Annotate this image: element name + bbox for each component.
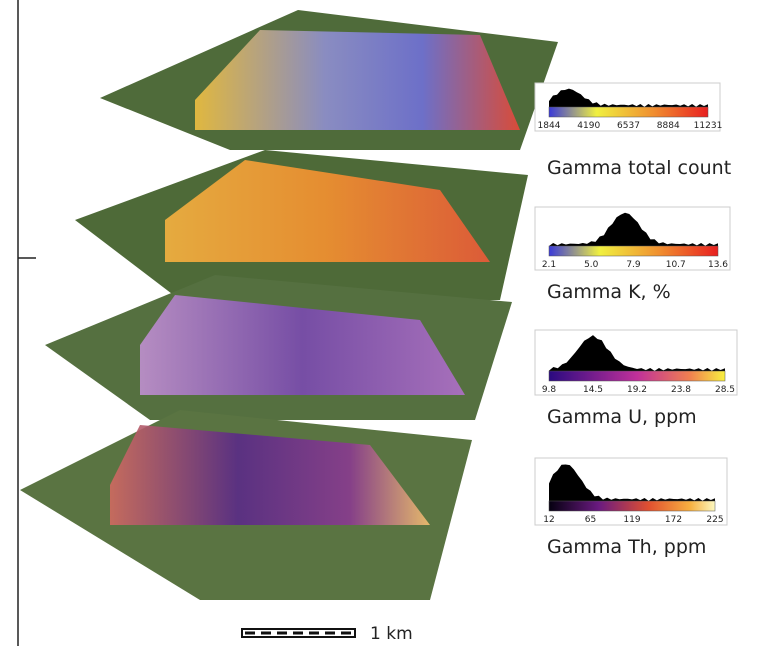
colorbar-tick-label: 65: [585, 515, 596, 525]
scale-label: 1 km: [370, 624, 413, 644]
colorbar-tick-label: 19.2: [627, 385, 647, 395]
colorbar-tick-label: 2.1: [542, 260, 556, 270]
legend-title: Gamma Th, ppm: [547, 536, 706, 558]
legend-title: Gamma U, ppm: [547, 406, 697, 428]
colorbar: [549, 107, 708, 117]
map-layers: [20, 10, 558, 600]
colorbar-tick-label: 172: [665, 515, 682, 525]
colorbar-tick-label: 5.0: [584, 260, 599, 270]
colorbar-tick-label: 10.7: [666, 260, 686, 270]
legend-title: Gamma K, %: [547, 281, 671, 303]
colorbar-tick-label: 28.5: [715, 385, 735, 395]
colorbar-tick-label: 9.8: [542, 385, 557, 395]
colorbar-tick-label: 119: [623, 515, 640, 525]
colorbar-tick-label: 13.6: [708, 260, 728, 270]
colorbar-tick-label: 1844: [538, 121, 561, 131]
colorbar-tick-label: 11231: [694, 121, 723, 131]
legend: 1844 4190 6537 8884 11231 Gamma total count: [535, 83, 731, 179]
colorbar: [549, 371, 725, 381]
figure: 1 km 1844 4190 6537 8884 11231 Gamma total co…: [0, 0, 760, 646]
colorbar-tick-label: 6537: [617, 121, 640, 131]
colorbar-tick-label: 7.9: [626, 260, 641, 270]
colorbar: [549, 501, 715, 511]
colorbar-tick-label: 12: [543, 515, 554, 525]
colorbar-tick-label: 225: [706, 515, 723, 525]
legend-title: Gamma total count: [547, 157, 731, 179]
legend: 12 65 119 172 225 Gamma Th, ppm: [535, 458, 727, 558]
colorbar-tick-label: 23.8: [671, 385, 691, 395]
colorbar-tick-label: 4190: [577, 121, 600, 131]
scale-bar: 1 km: [242, 624, 413, 644]
colorbar: [549, 246, 718, 256]
colorbar-tick-label: 14.5: [583, 385, 603, 395]
colorbar-tick-label: 8884: [657, 121, 680, 131]
legend: 9.8 14.5 19.2 23.8 28.5 Gamma U, ppm: [535, 330, 737, 428]
legend: 2.1 5.0 7.9 10.7 13.6 Gamma K, %: [535, 207, 730, 303]
